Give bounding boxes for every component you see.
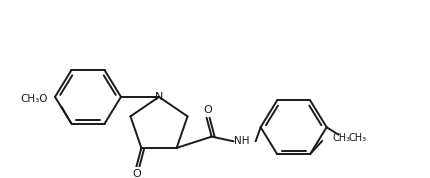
Text: O: O — [132, 169, 141, 178]
Text: N: N — [155, 92, 163, 102]
Text: CH₃: CH₃ — [332, 133, 350, 143]
Text: CH₃: CH₃ — [349, 133, 367, 143]
Text: CH₃O: CH₃O — [20, 94, 47, 104]
Text: NH: NH — [234, 136, 249, 146]
Text: O: O — [203, 105, 212, 115]
